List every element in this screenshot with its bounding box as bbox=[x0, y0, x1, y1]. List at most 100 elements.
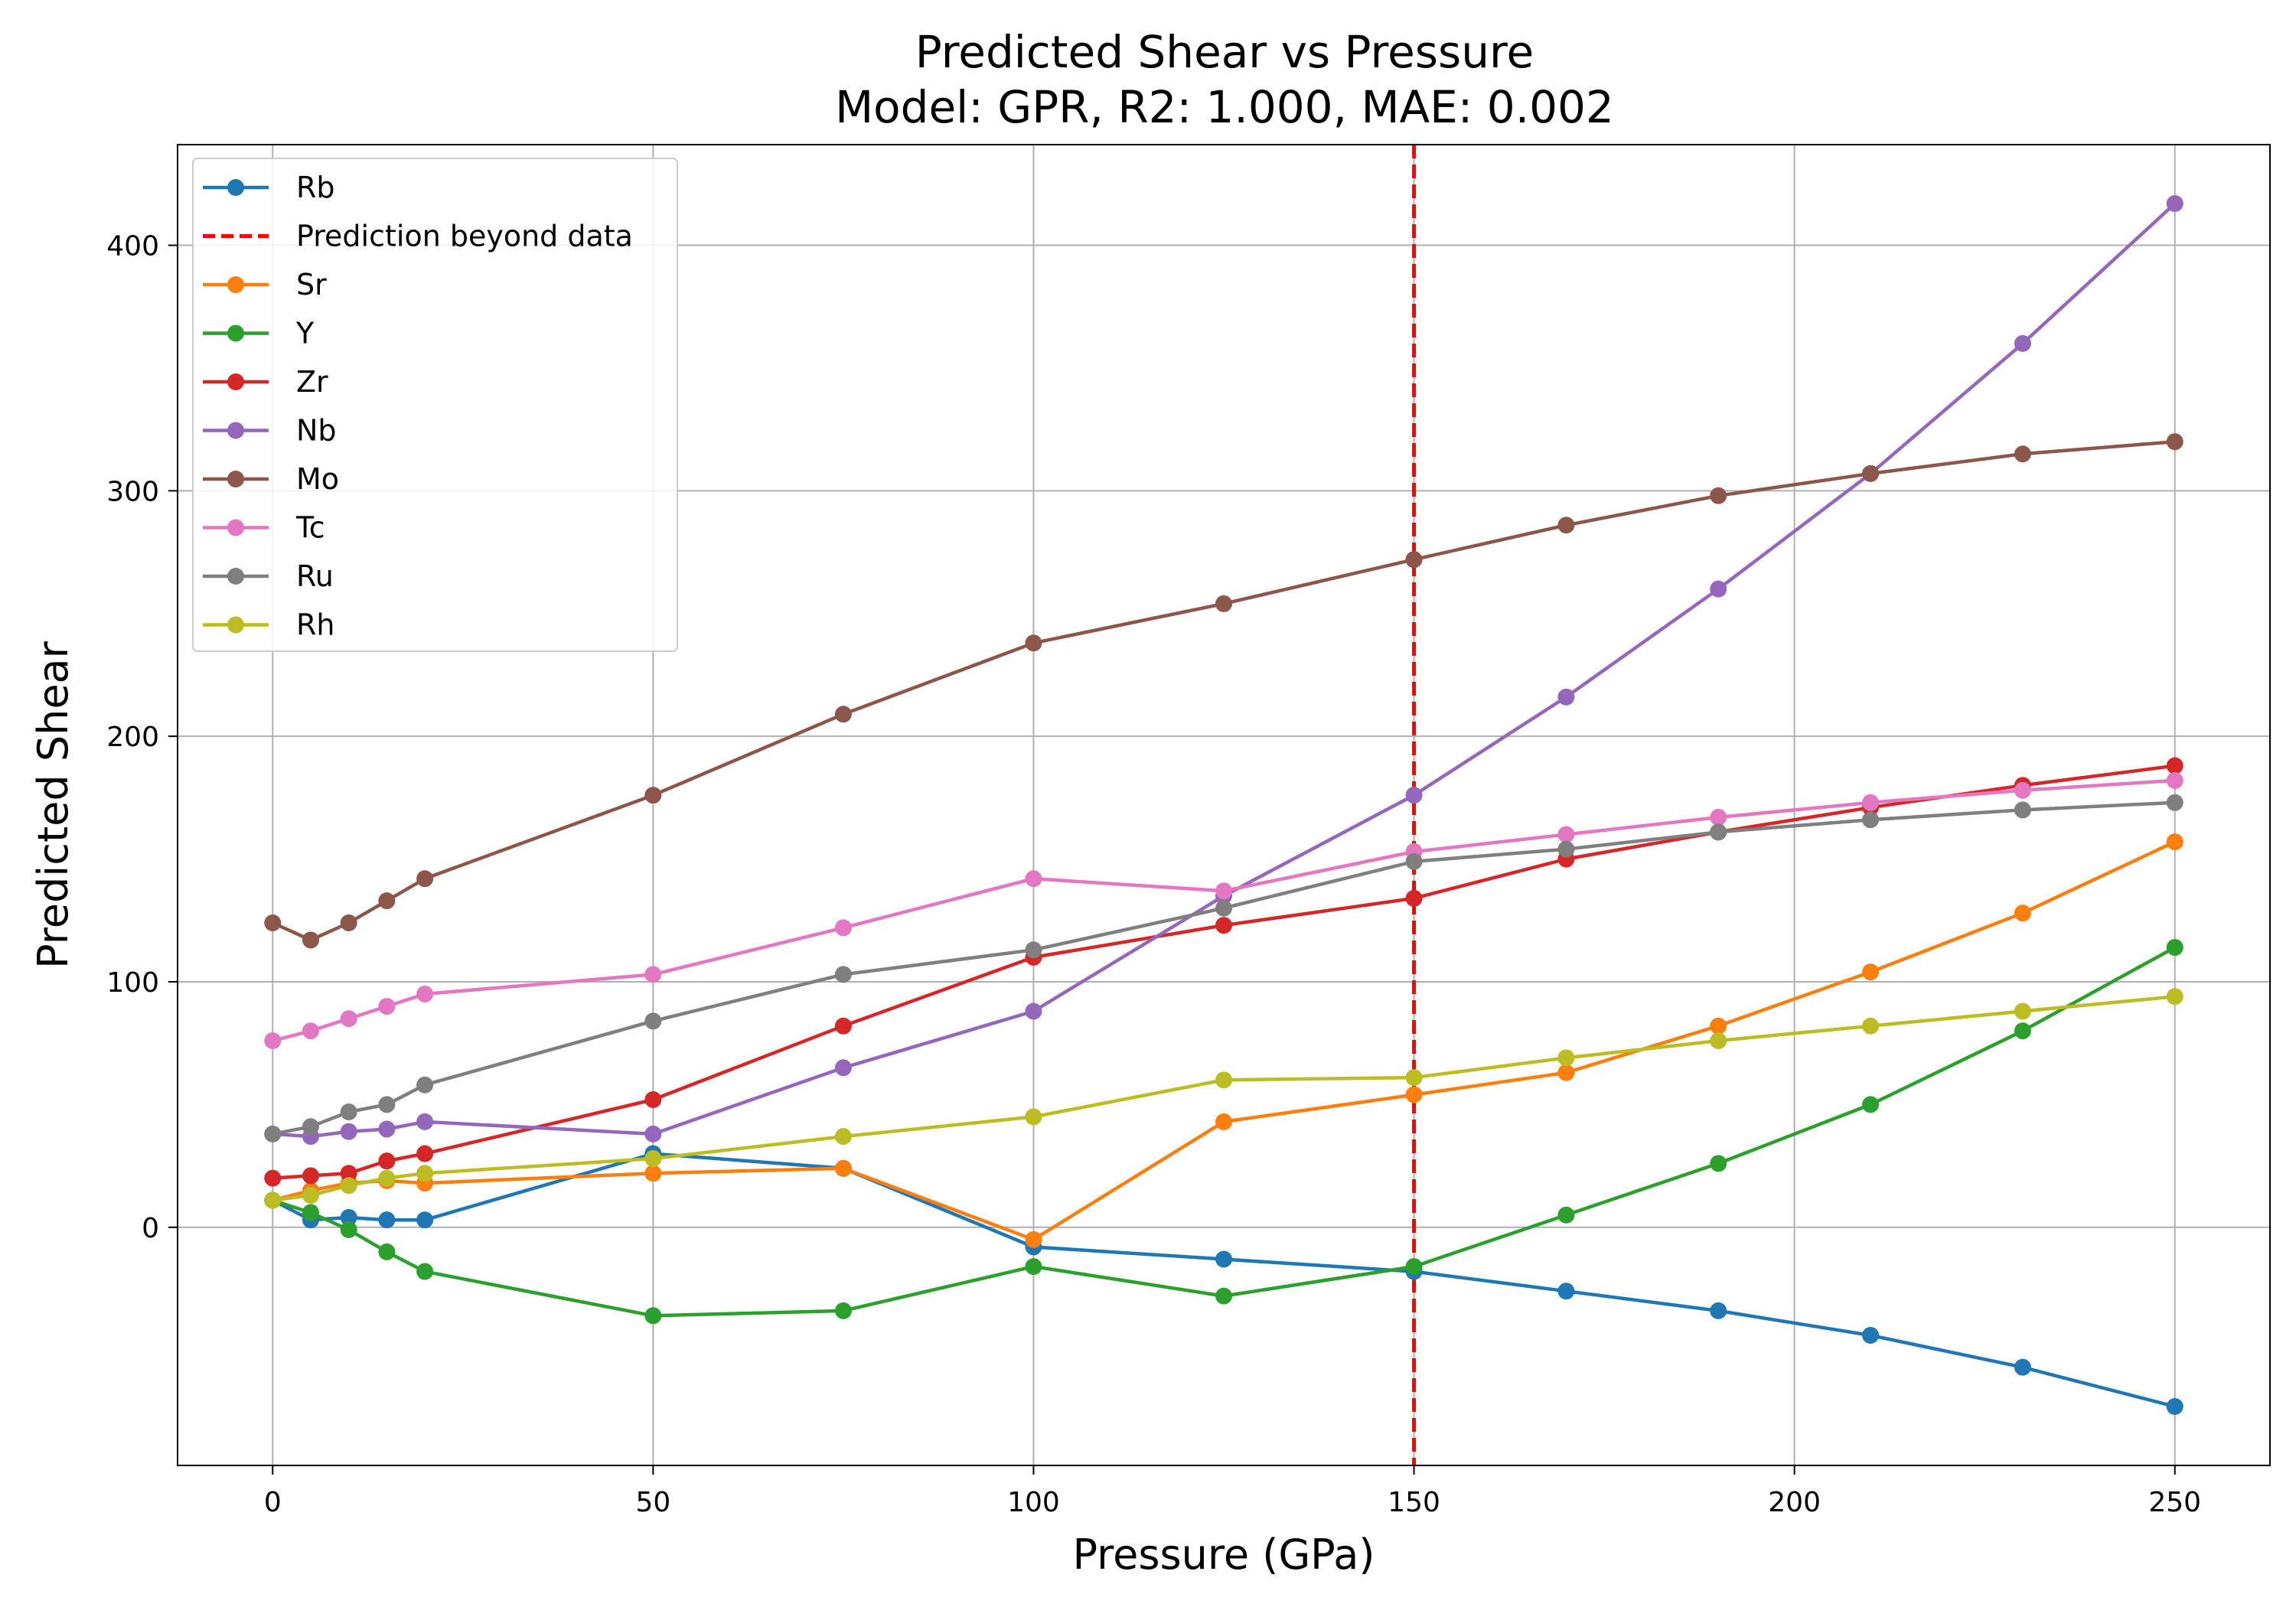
data-point-rb bbox=[1862, 1326, 1880, 1344]
data-point-tc bbox=[1557, 826, 1575, 843]
data-point-rb bbox=[1557, 1283, 1575, 1300]
data-point-y bbox=[1215, 1287, 1232, 1305]
legend-swatch-marker bbox=[227, 422, 244, 439]
data-point-mo bbox=[302, 931, 319, 949]
data-point-ru bbox=[2166, 794, 2183, 811]
data-point-ru bbox=[1862, 811, 1880, 829]
grid-lines bbox=[178, 145, 2270, 1465]
data-point-rb bbox=[1710, 1302, 1727, 1319]
data-point-rh bbox=[834, 1128, 852, 1146]
legend-swatch-marker bbox=[227, 179, 244, 196]
legend-swatch-marker bbox=[227, 373, 244, 390]
data-point-y bbox=[1862, 1096, 1880, 1113]
data-point-sr bbox=[644, 1165, 662, 1182]
x-tick-label: 250 bbox=[2148, 1487, 2201, 1518]
data-point-mo bbox=[2166, 433, 2183, 451]
data-point-ru bbox=[644, 1012, 662, 1030]
legend-item-rh: Rh bbox=[203, 608, 335, 642]
data-point-nb bbox=[416, 1113, 434, 1130]
legend-item-sr: Sr bbox=[203, 268, 327, 302]
data-point-y bbox=[2166, 939, 2183, 957]
data-point-tc bbox=[1025, 870, 1042, 888]
data-point-mo bbox=[1557, 517, 1575, 534]
data-point-tc bbox=[340, 1010, 357, 1028]
legend-box bbox=[192, 158, 678, 652]
data-point-mo bbox=[264, 914, 282, 931]
data-point-zr bbox=[2166, 757, 2183, 774]
data-point-rh bbox=[1215, 1071, 1232, 1089]
data-point-mo bbox=[1025, 634, 1042, 652]
data-point-mo bbox=[378, 892, 396, 910]
data-point-zr bbox=[264, 1169, 282, 1187]
data-point-nb bbox=[2014, 334, 2031, 352]
legend-label: Zr bbox=[296, 365, 328, 399]
data-point-y bbox=[1025, 1258, 1042, 1276]
x-tick-label: 0 bbox=[264, 1487, 282, 1518]
data-point-tc bbox=[302, 1022, 319, 1040]
legend-label: Mo bbox=[296, 462, 339, 496]
data-point-ru bbox=[264, 1125, 282, 1143]
data-point-nb bbox=[834, 1059, 852, 1077]
data-point-mo bbox=[1405, 551, 1423, 569]
data-point-sr bbox=[1557, 1064, 1575, 1081]
legend-item-rb: Rb bbox=[203, 171, 335, 204]
data-point-mo bbox=[1862, 464, 1880, 482]
data-point-mo bbox=[834, 706, 852, 723]
data-point-tc bbox=[1215, 882, 1232, 900]
series-group bbox=[264, 194, 2183, 1416]
data-point-rh bbox=[1862, 1017, 1880, 1035]
legend-item-prediction-beyond-data: Prediction beyond data bbox=[203, 220, 633, 253]
data-point-y bbox=[340, 1221, 357, 1239]
series-rh bbox=[264, 988, 2183, 1209]
x-tick-label: 200 bbox=[1768, 1487, 1821, 1518]
data-point-ru bbox=[1215, 899, 1232, 917]
data-point-sr bbox=[1215, 1113, 1232, 1130]
data-point-ru bbox=[340, 1103, 357, 1121]
series-tc bbox=[264, 771, 2183, 1049]
legend-swatch-marker bbox=[227, 471, 244, 487]
data-point-rh bbox=[2014, 1002, 2031, 1020]
legend-item-mo: Mo bbox=[203, 462, 339, 496]
data-point-mo bbox=[1710, 487, 1727, 504]
data-point-rb bbox=[340, 1208, 357, 1226]
legend-swatch-marker bbox=[227, 276, 244, 293]
legend-swatch-marker bbox=[227, 616, 244, 634]
legend-swatch-marker bbox=[227, 519, 244, 536]
data-point-ru bbox=[302, 1118, 319, 1136]
data-point-rh bbox=[264, 1191, 282, 1209]
data-point-sr bbox=[2166, 833, 2183, 851]
chart-title: Predicted Shear vs Pressure bbox=[915, 26, 1534, 78]
data-point-rb bbox=[416, 1211, 434, 1229]
data-point-rh bbox=[1710, 1032, 1727, 1049]
data-point-sr bbox=[834, 1159, 852, 1177]
data-point-nb bbox=[1405, 787, 1423, 804]
legend-label: Sr bbox=[296, 268, 327, 302]
data-point-rh bbox=[1025, 1108, 1042, 1126]
data-point-zr bbox=[302, 1167, 319, 1185]
data-point-y bbox=[1405, 1258, 1423, 1276]
data-point-ru bbox=[416, 1076, 434, 1094]
data-point-sr bbox=[1405, 1086, 1423, 1103]
legend-label: Prediction beyond data bbox=[296, 220, 633, 253]
data-point-mo bbox=[340, 914, 357, 931]
data-point-y bbox=[644, 1307, 662, 1325]
data-point-zr bbox=[1215, 917, 1232, 934]
data-point-y bbox=[834, 1302, 852, 1319]
legend-label: Rb bbox=[296, 171, 335, 204]
data-point-tc bbox=[834, 919, 852, 937]
y-tick-label: 300 bbox=[106, 476, 159, 507]
data-point-y bbox=[1710, 1155, 1727, 1172]
data-point-rb bbox=[2166, 1398, 2183, 1416]
data-point-rh bbox=[1557, 1049, 1575, 1067]
data-point-tc bbox=[1862, 794, 1880, 811]
x-tick-label: 150 bbox=[1388, 1487, 1440, 1518]
data-point-ru bbox=[2014, 801, 2031, 819]
data-point-tc bbox=[644, 966, 662, 983]
legend-label: Tc bbox=[295, 511, 325, 545]
data-point-nb bbox=[340, 1123, 357, 1140]
data-point-tc bbox=[2166, 771, 2183, 789]
y-tick-label: 200 bbox=[106, 722, 159, 753]
data-point-nb bbox=[1025, 1002, 1042, 1020]
data-point-zr bbox=[340, 1165, 357, 1182]
